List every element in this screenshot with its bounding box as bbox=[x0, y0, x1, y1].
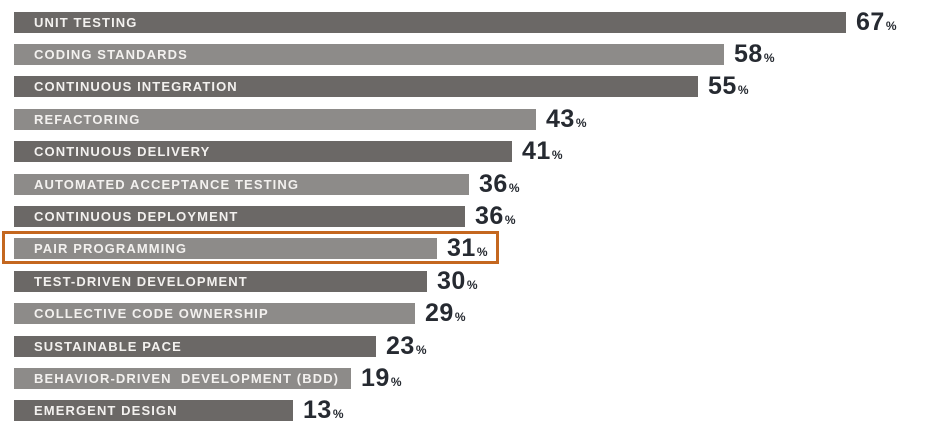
bar: CONTINUOUS DEPLOYMENT bbox=[14, 206, 465, 228]
bar-label: BEHAVIOR-DRIVEN DEVELOPMENT (BDD) bbox=[34, 370, 340, 386]
bar-label: CONTINUOUS DEPLOYMENT bbox=[34, 209, 239, 225]
bar-value: 23 % bbox=[386, 331, 427, 360]
percent-sign: % bbox=[551, 148, 563, 163]
bar-value: 30 % bbox=[437, 266, 478, 295]
bar-label: TEST-DRIVEN DEVELOPMENT bbox=[34, 273, 248, 289]
percent-sign: % bbox=[763, 51, 775, 66]
bar-value-number: 67 bbox=[856, 7, 885, 36]
bar-value-number: 13 bbox=[303, 396, 332, 425]
bar: CONTINUOUS INTEGRATION bbox=[14, 76, 698, 98]
chart-row: CONTINUOUS INTEGRATION 55 % bbox=[14, 71, 926, 103]
chart-row: SUSTAINABLE PACE 23 % bbox=[14, 330, 926, 362]
percent-sign: % bbox=[454, 310, 466, 325]
bar-value: 36 % bbox=[479, 169, 520, 198]
bar-value: 29 % bbox=[425, 301, 465, 326]
bar-value-number: 58 bbox=[734, 40, 763, 69]
bar-label: AUTOMATED ACCEPTANCE TESTING bbox=[34, 176, 300, 192]
bar-value-number: 31 bbox=[447, 234, 476, 263]
bar-value-number: 55 bbox=[708, 72, 737, 101]
chart-row: PAIR PROGRAMMING 31 % bbox=[2, 230, 926, 265]
percent-sign: % bbox=[476, 245, 488, 260]
chart-row: EMERGENT DESIGN 13 % bbox=[14, 395, 926, 427]
bar-value-number: 30 bbox=[437, 266, 466, 295]
percent-sign: % bbox=[575, 115, 587, 130]
bar-value: 13 % bbox=[303, 398, 343, 423]
bar-label: REFACTORING bbox=[34, 111, 141, 127]
percent-sign: % bbox=[508, 180, 520, 195]
bar-label: CONTINUOUS DELIVERY bbox=[34, 144, 211, 160]
bar-value: 31 % bbox=[447, 236, 487, 261]
bar-label: CODING STANDARDS bbox=[34, 47, 188, 63]
bar-value-number: 29 bbox=[425, 299, 454, 328]
bar-value-number: 41 bbox=[522, 137, 551, 166]
percent-sign: % bbox=[737, 83, 749, 98]
bar-label: EMERGENT DESIGN bbox=[34, 403, 178, 419]
bar: AUTOMATED ACCEPTANCE TESTING bbox=[14, 173, 469, 195]
chart-row: UNIT TESTING 67 % bbox=[14, 6, 926, 38]
bar: PAIR PROGRAMMING bbox=[14, 238, 437, 260]
bar: EMERGENT DESIGN bbox=[14, 400, 293, 422]
bar-label: PAIR PROGRAMMING bbox=[34, 241, 188, 257]
bar-value: 19 % bbox=[361, 363, 402, 392]
chart-row: BEHAVIOR-DRIVEN DEVELOPMENT (BDD) 19 % bbox=[14, 362, 926, 394]
chart-row: AUTOMATED ACCEPTANCE TESTING 36 % bbox=[14, 168, 926, 200]
bar-value-number: 36 bbox=[479, 169, 508, 198]
percent-sign: % bbox=[466, 277, 478, 292]
bar: CONTINUOUS DELIVERY bbox=[14, 141, 512, 163]
bar-value-number: 36 bbox=[475, 202, 504, 231]
bar-value: 67 % bbox=[856, 7, 897, 36]
percent-sign: % bbox=[390, 374, 402, 389]
bar-label: COLLECTIVE CODE OWNERSHIP bbox=[34, 306, 269, 322]
bar-label: SUSTAINABLE PACE bbox=[34, 338, 182, 354]
chart-row: COLLECTIVE CODE OWNERSHIP 29 % bbox=[14, 298, 926, 330]
bar: SUSTAINABLE PACE bbox=[14, 335, 376, 357]
bar: BEHAVIOR-DRIVEN DEVELOPMENT (BDD) bbox=[14, 367, 351, 389]
bar: REFACTORING bbox=[14, 108, 536, 130]
bar-value: 36 % bbox=[475, 204, 515, 229]
bar-value: 41 % bbox=[522, 139, 562, 164]
percent-sign: % bbox=[504, 213, 516, 228]
chart-row: CONTINUOUS DELIVERY 41 % bbox=[14, 136, 926, 168]
bar: COLLECTIVE CODE OWNERSHIP bbox=[14, 303, 415, 325]
chart-row: CONTINUOUS DEPLOYMENT 36 % bbox=[14, 200, 926, 232]
bar-value: 55 % bbox=[708, 74, 748, 99]
bar: TEST-DRIVEN DEVELOPMENT bbox=[14, 270, 427, 292]
percent-sign: % bbox=[332, 407, 344, 422]
chart-row: CODING STANDARDS 58 % bbox=[14, 38, 926, 70]
bar-label: CONTINUOUS INTEGRATION bbox=[34, 79, 238, 95]
bar-label: UNIT TESTING bbox=[34, 14, 138, 30]
bar: UNIT TESTING bbox=[14, 11, 846, 33]
percent-sign: % bbox=[415, 342, 427, 357]
bar-value-number: 19 bbox=[361, 363, 390, 392]
bar-value-number: 43 bbox=[546, 104, 575, 133]
percent-sign: % bbox=[885, 18, 897, 33]
chart-row: TEST-DRIVEN DEVELOPMENT 30 % bbox=[14, 265, 926, 297]
bar-value-number: 23 bbox=[386, 331, 415, 360]
bar-value: 58 % bbox=[734, 42, 774, 67]
bar: CODING STANDARDS bbox=[14, 44, 724, 66]
bar-value: 43 % bbox=[546, 104, 587, 133]
chart-row: REFACTORING 43 % bbox=[14, 103, 926, 135]
